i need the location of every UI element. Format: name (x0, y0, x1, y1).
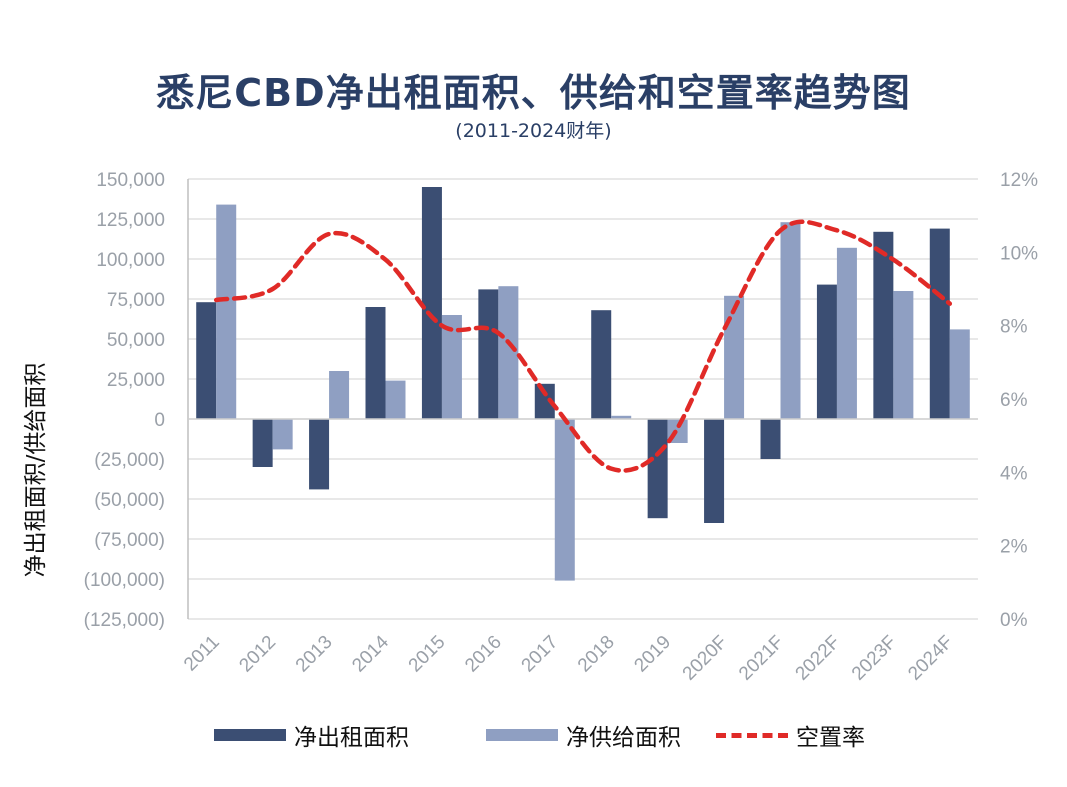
x-tick-label: 2011 (180, 632, 224, 676)
y-left-tick-label: (75,000) (94, 530, 165, 551)
bar-net-supply (329, 371, 350, 419)
bar-net-supply (441, 315, 462, 419)
y-left-tick-label: 150,000 (96, 170, 165, 191)
bar-net-leasing (873, 231, 894, 419)
y-left-tick-label: 100,000 (96, 250, 165, 271)
x-tick-label: 2012 (235, 632, 280, 677)
y-left-tick-label: 0 (154, 410, 165, 431)
legend-item-net-supply: 净供给面积 (486, 718, 681, 752)
bar-net-supply (611, 415, 632, 419)
y-left-tick-label: (50,000) (94, 490, 165, 511)
bar-net-leasing (421, 187, 442, 419)
bar-net-leasing (591, 310, 612, 419)
x-tick-label: 2019 (630, 632, 675, 677)
bar-net-supply (272, 419, 293, 450)
bar-net-supply (836, 247, 857, 419)
x-tick-label: 2020F (679, 632, 732, 685)
bar-net-supply (724, 295, 745, 419)
bar-net-leasing (478, 289, 499, 419)
legend-swatch-vacancy (716, 732, 788, 738)
x-tick-label: 2017 (518, 632, 563, 677)
legend-label-net-leasing: 净出租面积 (294, 725, 409, 751)
bar-net-leasing (704, 419, 725, 523)
y-right-tick-label: 4% (1000, 463, 1028, 484)
legend-label-vacancy: 空置率 (796, 725, 865, 751)
y-right-tick-label: 6% (1000, 390, 1028, 411)
bar-net-leasing (309, 419, 330, 490)
y-left-tick-label: 125,000 (96, 210, 165, 231)
y-left-tick-label: (125,000) (84, 610, 165, 631)
legend-swatch-net-supply (486, 729, 558, 741)
bar-net-leasing (365, 307, 386, 419)
bar-net-leasing (929, 228, 950, 419)
bar-net-leasing (252, 419, 273, 467)
chart-title: 悉尼CBD净出租面积、供给和空置率趋势图 (156, 71, 911, 115)
bar-net-leasing (534, 383, 555, 419)
bar-net-leasing (196, 302, 217, 419)
bar-net-supply (780, 222, 801, 419)
y-axis-label: 净出租面积/供给面积 (23, 363, 49, 578)
bar-net-supply (385, 380, 406, 419)
bar-net-leasing (647, 419, 668, 519)
legend-item-vacancy: 空置率 (716, 718, 865, 752)
y-right-tick-label: 8% (1000, 317, 1028, 338)
y-right-tick-label: 0% (1000, 610, 1028, 631)
x-tick-label: 2014 (348, 631, 393, 676)
y-right-tick-label: 2% (1000, 537, 1028, 558)
vacancy-line (213, 219, 953, 473)
y-left-tick-label: 50,000 (107, 330, 165, 351)
y-left-tick-label: 25,000 (107, 370, 165, 391)
x-tick-label: 2022F (792, 632, 845, 685)
x-tick-label: 2023F (848, 632, 901, 685)
legend-label-net-supply: 净供给面积 (566, 725, 681, 751)
y-left-tick-label: (100,000) (84, 570, 165, 591)
legend-swatch-net-leasing (214, 729, 286, 741)
legend-item-net-leasing: 净出租面积 (214, 718, 409, 752)
x-tick-label: 2018 (574, 632, 619, 677)
bar-net-supply (893, 291, 914, 419)
y-right-tick-label: 12% (1000, 170, 1038, 191)
bar-net-leasing (760, 419, 781, 459)
bar-net-supply (949, 329, 970, 419)
x-tick-label: 2016 (461, 632, 506, 677)
bar-net-supply (216, 204, 237, 419)
bars (196, 187, 970, 581)
gridlines (188, 178, 978, 620)
x-tick-label: 2013 (292, 632, 337, 677)
bar-net-leasing (816, 284, 837, 419)
x-tick-label: 2015 (405, 632, 450, 677)
chart-subtitle: (2011-2024财年) (455, 120, 612, 142)
x-tick-label: 2024F (904, 632, 957, 685)
vacancy-line-layer (213, 219, 953, 473)
y-left-tick-label: 75,000 (107, 290, 165, 311)
bar-net-supply (554, 419, 575, 581)
legend: 净出租面积 净供给面积 空置率 (0, 718, 1067, 758)
bar-net-supply (498, 286, 519, 419)
x-tick-label: 2021F (735, 632, 788, 685)
y-left-tick-label: (25,000) (94, 450, 165, 471)
y-right-tick-label: 10% (1000, 243, 1038, 264)
